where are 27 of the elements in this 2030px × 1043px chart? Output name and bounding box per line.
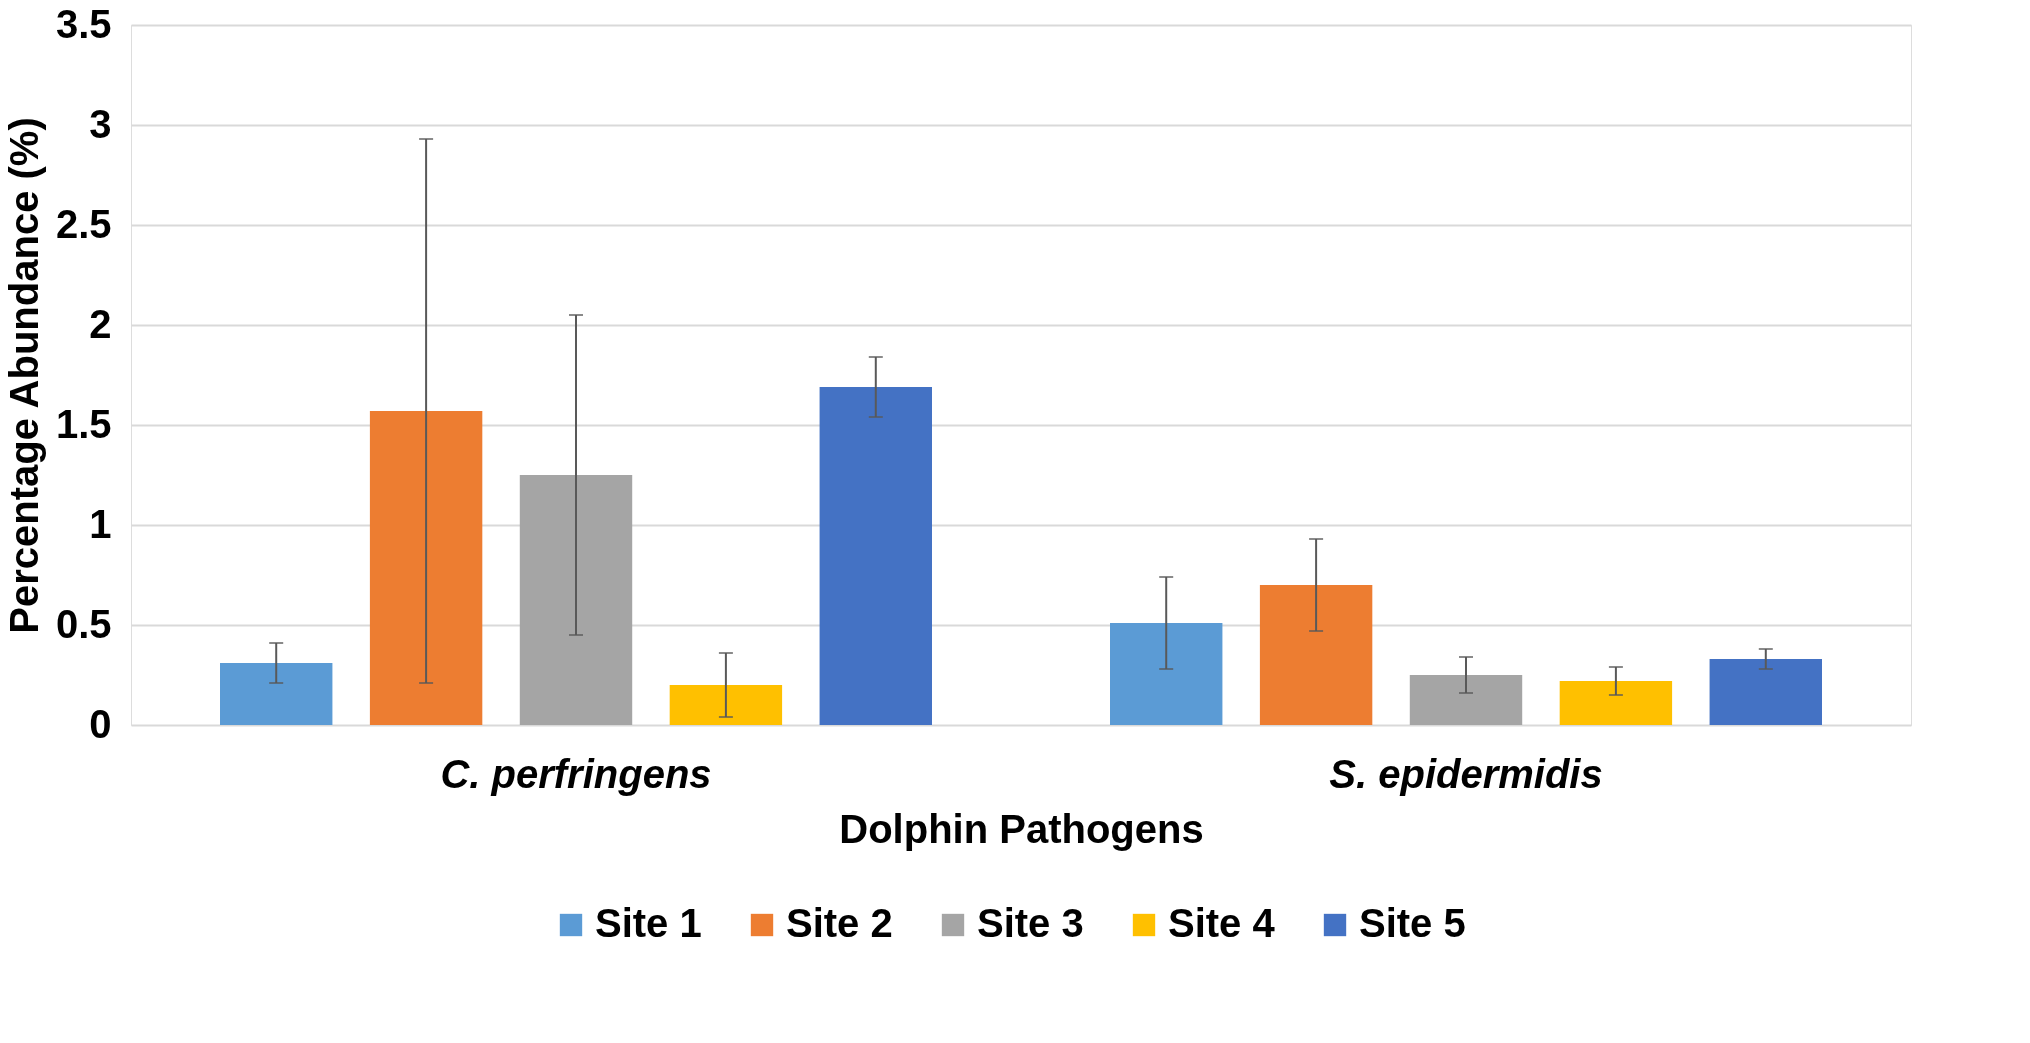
y-tick-label: 3 [89,101,112,146]
bar [1259,585,1373,725]
bar [1110,623,1223,725]
legend-label: Site 2 [786,901,893,945]
legend-label: Site 3 [977,901,1084,945]
y-tick-label: 2.5 [55,201,112,246]
bar [519,475,633,725]
y-axis-title: Percentage Abundance (%) [1,117,46,634]
legend-label: Site 4 [1168,901,1276,945]
y-tick-label: 2 [89,301,112,346]
y-tick-label: 1.5 [55,401,112,446]
y-tick-label: 3.5 [55,1,112,46]
y-tick-label: 0.5 [55,601,112,646]
x-axis-title: Dolphin Pathogens [839,806,1204,851]
bar [1409,675,1523,725]
bar [220,663,333,725]
x-tick-label: C. perfringens [440,751,712,796]
legend-label: Site 1 [595,901,702,945]
bar [669,685,783,725]
bar [1709,659,1822,725]
bar [369,411,483,725]
bar [819,387,932,725]
bar [1559,681,1673,725]
y-tick-label: 1 [89,501,112,546]
legend-label: Site 5 [1359,901,1466,945]
x-tick-label: S. epidermidis [1329,751,1603,796]
y-tick-label: 0 [89,701,112,746]
